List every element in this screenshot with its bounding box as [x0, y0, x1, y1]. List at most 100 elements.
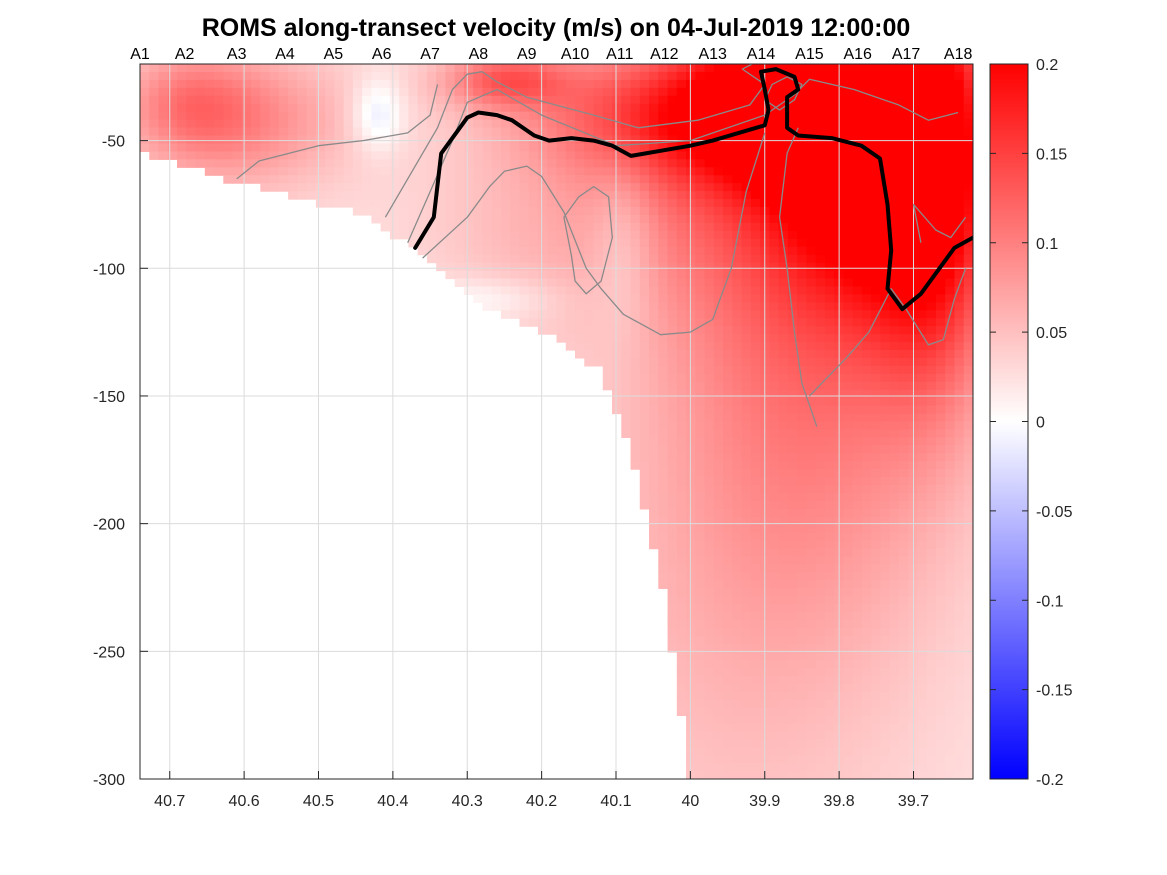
heatmap-cell [741, 524, 752, 534]
heatmap-cell [417, 214, 428, 224]
heatmap-cell [769, 715, 780, 724]
heatmap-cell [325, 87, 335, 97]
heatmap-cell [963, 493, 973, 502]
heatmap-cell [565, 167, 576, 176]
heatmap-cell [935, 651, 946, 661]
heatmap-cell [815, 453, 826, 462]
heatmap-cell [815, 119, 826, 129]
heatmap-cell [630, 421, 641, 431]
heatmap-cell [639, 373, 650, 383]
heatmap-cell [945, 747, 956, 756]
heatmap-cell [769, 461, 780, 470]
heatmap-cell [260, 95, 271, 105]
heatmap-cell [214, 87, 224, 97]
heatmap-cell [843, 294, 854, 303]
heatmap-cell [630, 183, 641, 192]
heatmap-cell [565, 119, 576, 129]
heatmap-cell [695, 516, 706, 526]
heatmap-cell [676, 278, 687, 288]
heatmap-cell [593, 286, 604, 295]
heatmap-cell [741, 588, 752, 597]
heatmap-cell [723, 87, 733, 97]
heatmap-cell [713, 643, 724, 653]
heatmap-cell [686, 175, 696, 184]
heatmap-cell [417, 127, 428, 137]
heatmap-cell [732, 429, 743, 438]
heatmap-cell [797, 143, 807, 152]
heatmap-cell [723, 659, 733, 669]
heatmap-cell [861, 421, 872, 431]
heatmap-cell [732, 524, 743, 534]
heatmap-cell [797, 643, 807, 653]
heatmap-cell [389, 159, 400, 168]
heatmap-cell [917, 175, 928, 184]
heatmap-cell [806, 445, 817, 454]
heatmap-cell [639, 469, 650, 478]
heatmap-cell [334, 87, 345, 97]
heatmap-cell [649, 445, 659, 454]
heatmap-cell [713, 95, 724, 105]
heatmap-cell [630, 207, 641, 216]
heatmap-cell [260, 64, 271, 73]
heatmap-cell [686, 389, 696, 399]
heatmap-cell [686, 310, 696, 319]
station-label: A2 [175, 46, 195, 63]
heatmap-cell [778, 739, 789, 748]
heatmap-cell [815, 731, 826, 740]
heatmap-cell [602, 310, 613, 319]
heatmap-cell [732, 516, 743, 526]
heatmap-cell [954, 302, 965, 311]
heatmap-cell [158, 119, 169, 129]
heatmap-cell [658, 262, 669, 272]
heatmap-cell [797, 683, 807, 693]
heatmap-cell [750, 421, 761, 431]
heatmap-cell [167, 95, 178, 105]
heatmap-cell [593, 167, 604, 176]
heatmap-cell [463, 238, 474, 248]
heatmap-cell [954, 691, 965, 701]
heatmap-cell [630, 365, 641, 375]
heatmap-cell [575, 111, 585, 121]
heatmap-cell [547, 286, 558, 295]
heatmap-cell [686, 588, 696, 597]
heatmap-cell [630, 64, 641, 73]
heatmap-cell [806, 572, 817, 581]
heatmap-cell [750, 731, 761, 740]
heatmap-cell [621, 135, 632, 145]
heatmap-cell [362, 167, 372, 176]
heatmap-cell [676, 87, 687, 97]
heatmap-cell [167, 103, 178, 113]
heatmap-cell [945, 612, 956, 621]
heatmap-cell [843, 238, 854, 248]
heatmap-cell [297, 183, 308, 192]
heatmap-cell [815, 413, 826, 423]
heatmap-cell [880, 771, 891, 779]
heatmap-cell [797, 604, 807, 613]
heatmap-cell [769, 477, 780, 486]
heatmap-cell [251, 167, 261, 176]
heatmap-cell [917, 326, 928, 335]
heatmap-cell [917, 199, 928, 208]
heatmap-cell [880, 421, 891, 431]
heatmap-cell [880, 731, 891, 740]
heatmap-cell [695, 588, 706, 597]
heatmap-cell [658, 79, 669, 89]
heatmap-cell [519, 214, 530, 224]
heatmap-cell [926, 540, 937, 550]
heatmap-cell [713, 485, 724, 494]
heatmap-cell [278, 151, 289, 160]
heatmap-cell [806, 604, 817, 613]
heatmap-cell [306, 151, 317, 160]
heatmap-cell [806, 715, 817, 724]
heatmap-cell [695, 95, 706, 105]
heatmap-cell [741, 357, 752, 367]
heatmap-cell [954, 135, 965, 145]
heatmap-cell [926, 763, 937, 772]
heatmap-cell [778, 683, 789, 693]
heatmap-cell [732, 548, 743, 558]
heatmap-cell [723, 564, 733, 574]
heatmap-cell [843, 413, 854, 423]
heatmap-cell [954, 357, 965, 367]
heatmap-cell [741, 771, 752, 779]
heatmap-cell [658, 310, 669, 319]
